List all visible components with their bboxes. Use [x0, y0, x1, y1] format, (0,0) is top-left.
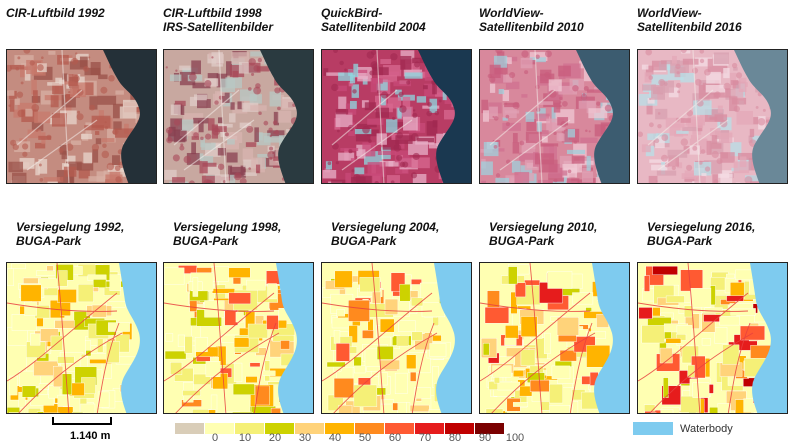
- legend-swatch-80: [415, 423, 445, 434]
- aerial-image-2: [163, 49, 314, 184]
- sealing-map-2: [163, 262, 314, 414]
- legend-swatch-40: [295, 423, 325, 434]
- legend-label-100: 100: [505, 432, 525, 444]
- legend-swatch-10: [205, 423, 235, 434]
- caption-bottom-5: Versiegelung 2016, BUGA-Park: [647, 220, 756, 248]
- legend-label-20: 20: [268, 432, 282, 444]
- aerial-image-1: [6, 49, 157, 184]
- waterbody-label: Waterbody: [680, 423, 733, 435]
- sealing-map-5: [637, 262, 788, 414]
- legend-label-80: 80: [448, 432, 462, 444]
- caption-top-5: WorldView- Satellitenbild 2016: [637, 6, 742, 34]
- aerial-image-5: [637, 49, 788, 184]
- legend-label-0: 0: [211, 432, 219, 444]
- waterbody-swatch: [633, 422, 673, 435]
- caption-top-1: CIR-Luftbild 1992: [6, 6, 105, 20]
- caption-bottom-4: Versiegelung 2010, BUGA-Park: [489, 220, 598, 248]
- caption-bottom-1: Versiegelung 1992, BUGA-Park: [16, 220, 125, 248]
- legend-label-50: 50: [358, 432, 372, 444]
- legend-color-ramp: [175, 423, 505, 435]
- legend-swatch-70: [385, 423, 415, 434]
- legend-swatch-20: [235, 423, 265, 434]
- legend-swatch-60: [355, 423, 385, 434]
- caption-top-2: CIR-Luftbild 1998 IRS-Satellitenbilder: [163, 6, 274, 34]
- scale-bar-label: 1.140 m: [70, 430, 111, 442]
- scale-bar: [52, 417, 112, 429]
- legend-swatch-0: [175, 423, 205, 434]
- legend-label-60: 60: [388, 432, 402, 444]
- caption-top-3: QuickBird- Satellitenbild 2004: [321, 6, 426, 34]
- caption-bottom-3: Versiegelung 2004, BUGA-Park: [331, 220, 440, 248]
- legend-swatch-30: [265, 423, 295, 434]
- sealing-map-1: [6, 262, 157, 414]
- aerial-image-4: [479, 49, 630, 184]
- legend-swatch-50: [325, 423, 355, 434]
- sealing-map-4: [479, 262, 630, 414]
- legend-label-40: 40: [328, 432, 342, 444]
- legend-label-70: 70: [418, 432, 432, 444]
- caption-bottom-2: Versiegelung 1998, BUGA-Park: [173, 220, 282, 248]
- legend-label-10: 10: [238, 432, 252, 444]
- aerial-image-3: [321, 49, 472, 184]
- legend-label-90: 90: [478, 432, 492, 444]
- sealing-map-3: [321, 262, 472, 414]
- legend-labels: 0 10 20 30 40 50 60 70 80 90 100: [0, 432, 800, 446]
- legend-swatch-90: [445, 423, 475, 434]
- legend-label-30: 30: [298, 432, 312, 444]
- legend-swatch-100: [475, 423, 505, 434]
- caption-top-4: WorldView- Satellitenbild 2010: [479, 6, 584, 34]
